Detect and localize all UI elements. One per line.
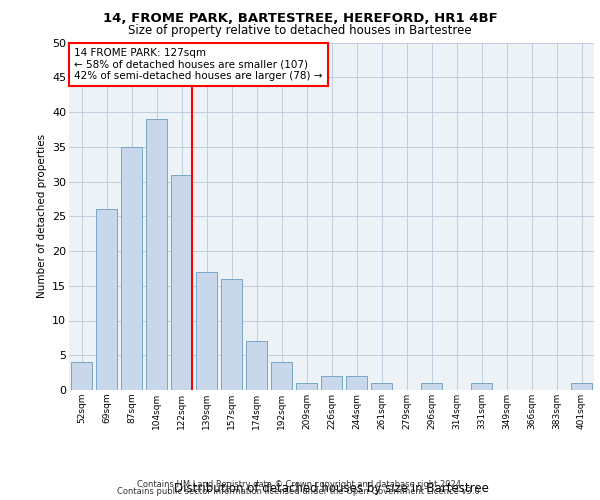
Bar [196,272,217,390]
Bar [71,362,92,390]
Bar [421,383,442,390]
Bar [246,342,267,390]
Text: 14 FROME PARK: 127sqm
← 58% of detached houses are smaller (107)
42% of semi-det: 14 FROME PARK: 127sqm ← 58% of detached … [74,48,323,81]
Text: Contains public sector information licensed under the Open Government Licence v3: Contains public sector information licen… [118,487,482,496]
Y-axis label: Number of detached properties: Number of detached properties [37,134,47,298]
Bar [221,279,242,390]
Bar [296,383,317,390]
Bar [321,376,342,390]
Bar [146,119,167,390]
Bar [346,376,367,390]
Bar [571,383,592,390]
Bar [121,147,142,390]
Text: Size of property relative to detached houses in Bartestree: Size of property relative to detached ho… [128,24,472,37]
X-axis label: Distribution of detached houses by size in Bartestree: Distribution of detached houses by size … [174,482,489,495]
Bar [371,383,392,390]
Text: 14, FROME PARK, BARTESTREE, HEREFORD, HR1 4BF: 14, FROME PARK, BARTESTREE, HEREFORD, HR… [103,12,497,26]
Bar [96,210,117,390]
Text: Contains HM Land Registry data © Crown copyright and database right 2024.: Contains HM Land Registry data © Crown c… [137,480,463,489]
Bar [171,174,192,390]
Bar [271,362,292,390]
Bar [471,383,492,390]
